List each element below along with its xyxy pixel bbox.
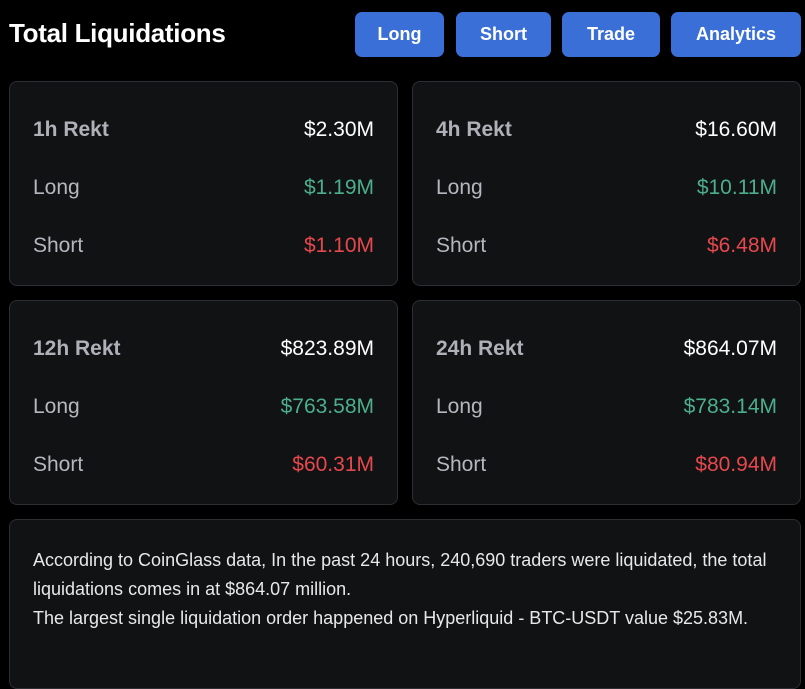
header: Total Liquidations Long Short Trade Anal… <box>0 0 805 70</box>
short-value: $6.48M <box>706 234 777 257</box>
trade-button[interactable]: Trade <box>562 12 660 57</box>
short-value: $1.10M <box>303 234 374 257</box>
rekt-label: 4h Rekt <box>436 118 512 141</box>
summary-text-1: According to CoinGlass data, In the past… <box>33 550 767 599</box>
rekt-label: 1h Rekt <box>33 118 109 141</box>
short-button[interactable]: Short <box>456 12 551 57</box>
analytics-button[interactable]: Analytics <box>671 12 801 57</box>
short-label: Short <box>436 453 487 476</box>
rekt-value: $864.07M <box>683 337 777 360</box>
long-row: Long $1.19M <box>33 173 374 203</box>
rekt-row: 4h Rekt $16.60M <box>436 115 777 145</box>
short-row: Short $6.48M <box>436 231 777 261</box>
long-label: Long <box>436 395 483 418</box>
short-label: Short <box>33 453 84 476</box>
long-label: Long <box>436 176 483 199</box>
summary-text-2: The largest single liquidation order hap… <box>33 608 749 628</box>
rekt-row: 1h Rekt $2.30M <box>33 115 374 145</box>
long-value: $1.19M <box>303 176 374 199</box>
short-label: Short <box>436 234 487 257</box>
summary-panel: According to CoinGlass data, In the past… <box>9 519 801 689</box>
long-row: Long $783.14M <box>436 392 777 422</box>
long-label: Long <box>33 176 80 199</box>
short-row: Short $80.94M <box>436 450 777 480</box>
long-value: $10.11M <box>696 176 777 199</box>
card-24h: 24h Rekt $864.07M Long $783.14M Short $8… <box>412 300 801 505</box>
long-value: $783.14M <box>683 395 777 418</box>
long-button[interactable]: Long <box>355 12 444 57</box>
short-label: Short <box>33 234 84 257</box>
rekt-row: 24h Rekt $864.07M <box>436 334 777 364</box>
rekt-value: $823.89M <box>280 337 374 360</box>
long-row: Long $763.58M <box>33 392 374 422</box>
rekt-label: 24h Rekt <box>436 337 524 360</box>
long-label: Long <box>33 395 80 418</box>
card-1h: 1h Rekt $2.30M Long $1.19M Short $1.10M <box>9 81 398 286</box>
card-4h: 4h Rekt $16.60M Long $10.11M Short $6.48… <box>412 81 801 286</box>
short-value: $60.31M <box>292 453 374 476</box>
long-row: Long $10.11M <box>436 173 777 203</box>
rekt-value: $16.60M <box>695 118 777 141</box>
rekt-value: $2.30M <box>303 118 374 141</box>
long-value: $763.58M <box>280 395 374 418</box>
page-title: Total Liquidations <box>9 18 226 48</box>
short-value: $80.94M <box>695 453 777 476</box>
short-row: Short $60.31M <box>33 450 374 480</box>
card-12h: 12h Rekt $823.89M Long $763.58M Short $6… <box>9 300 398 505</box>
rekt-label: 12h Rekt <box>33 337 121 360</box>
rekt-row: 12h Rekt $823.89M <box>33 334 374 364</box>
short-row: Short $1.10M <box>33 231 374 261</box>
